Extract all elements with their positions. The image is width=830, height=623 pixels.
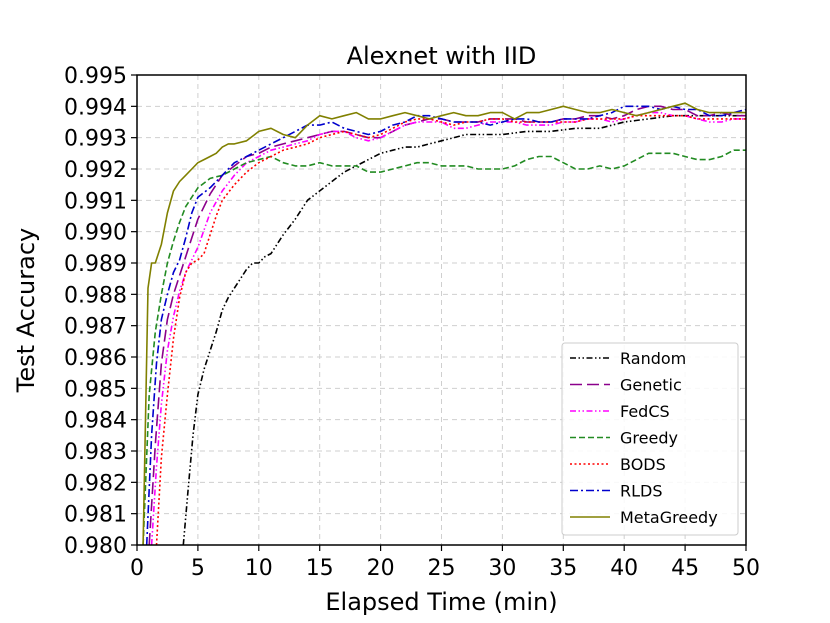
legend-label: RLDS bbox=[620, 482, 663, 501]
legend: Random Genetic FedCS Greedy BODS RLDS MetaGree… bbox=[561, 342, 739, 536]
x-tick-label: 20 bbox=[367, 556, 395, 581]
x-tick-label: 40 bbox=[610, 556, 638, 581]
y-axis-ticks: 0.980 0.981 0.982 0.983 0.984 0.985 0.986 0.987… bbox=[64, 64, 137, 559]
x-tick-label: 50 bbox=[732, 556, 760, 581]
legend-label: FedCS bbox=[620, 402, 670, 421]
legend-label: Greedy bbox=[620, 429, 678, 448]
y-axis-title: Test Accuracy bbox=[12, 228, 40, 393]
x-tick-label: 5 bbox=[191, 556, 205, 581]
y-tick-label: 0.984 bbox=[64, 409, 127, 434]
y-tick-label: 0.990 bbox=[64, 221, 127, 246]
x-tick-label: 35 bbox=[549, 556, 577, 581]
y-tick-label: 0.980 bbox=[64, 534, 127, 559]
x-tick-label: 10 bbox=[245, 556, 273, 581]
y-tick-label: 0.989 bbox=[64, 252, 127, 277]
x-axis-title: Elapsed Time (min) bbox=[325, 588, 557, 616]
y-tick-label: 0.981 bbox=[64, 503, 127, 528]
x-axis-ticks: 0 5 10 15 20 25 30 35 40 45 50 bbox=[130, 545, 760, 581]
y-tick-label: 0.993 bbox=[64, 127, 127, 152]
x-tick-label: 30 bbox=[488, 556, 516, 581]
chart-title: Alexnet with IID bbox=[347, 42, 537, 70]
y-tick-label: 0.985 bbox=[64, 377, 127, 402]
legend-label: Genetic bbox=[620, 376, 682, 395]
series-lines bbox=[142, 102, 746, 545]
legend-label: BODS bbox=[620, 455, 666, 474]
y-tick-label: 0.988 bbox=[64, 283, 127, 308]
series-line-greedy bbox=[142, 149, 746, 545]
y-tick-label: 0.995 bbox=[64, 64, 127, 89]
x-tick-label: 45 bbox=[671, 556, 699, 581]
series-line-random bbox=[182, 114, 746, 545]
y-tick-label: 0.991 bbox=[64, 189, 127, 214]
y-tick-label: 0.982 bbox=[64, 471, 127, 496]
y-tick-label: 0.994 bbox=[64, 95, 127, 120]
x-tick-label: 0 bbox=[130, 556, 144, 581]
x-tick-label: 25 bbox=[428, 556, 456, 581]
legend-label: Random bbox=[620, 349, 686, 368]
legend-label: MetaGreedy bbox=[620, 508, 718, 527]
series-line-rlds bbox=[145, 105, 746, 545]
y-tick-label: 0.983 bbox=[64, 440, 127, 465]
x-tick-label: 15 bbox=[306, 556, 334, 581]
y-tick-label: 0.986 bbox=[64, 346, 127, 371]
y-tick-label: 0.992 bbox=[64, 158, 127, 183]
series-line-metagreedy bbox=[142, 102, 746, 545]
y-tick-label: 0.987 bbox=[64, 315, 127, 340]
legend-box bbox=[561, 342, 739, 536]
